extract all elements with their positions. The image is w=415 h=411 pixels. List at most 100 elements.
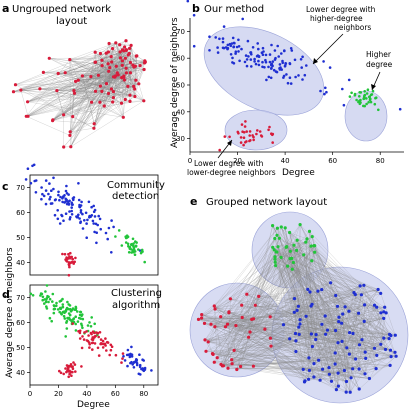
grouped-network — [196, 223, 398, 394]
edge — [365, 355, 377, 359]
annot-red-arrowhead — [227, 140, 232, 146]
red-node — [72, 91, 77, 95]
red-node — [268, 336, 272, 340]
blue-point — [56, 217, 60, 221]
edge — [70, 128, 94, 132]
edge — [342, 313, 351, 393]
red-point — [98, 331, 102, 334]
annot-green-line1: Higher — [366, 50, 392, 59]
red-point — [59, 371, 63, 375]
blue-point — [112, 225, 115, 229]
edge — [270, 285, 364, 318]
green-point — [46, 294, 49, 298]
blue-node — [393, 333, 397, 337]
edge — [275, 265, 326, 335]
edge — [215, 304, 313, 310]
blue-point — [250, 65, 253, 68]
blue-point — [58, 198, 61, 202]
edge — [214, 305, 218, 358]
blue-point — [256, 42, 260, 45]
blue-point — [323, 92, 326, 96]
blue-group-halo — [203, 26, 325, 116]
edge — [365, 358, 377, 369]
edge — [214, 305, 309, 380]
red-node — [63, 71, 67, 75]
green-point — [50, 319, 53, 323]
blue-point — [267, 75, 271, 79]
green-point — [45, 284, 49, 287]
edge — [78, 80, 114, 92]
red-node — [111, 90, 115, 94]
red-point — [85, 330, 88, 333]
red-point — [271, 141, 275, 144]
edge — [227, 231, 310, 325]
red-node — [134, 54, 138, 58]
green-point — [369, 93, 373, 97]
blue-node — [324, 332, 328, 336]
green-point — [373, 102, 377, 106]
red-point — [103, 342, 107, 346]
blue-node — [341, 312, 345, 316]
edge — [313, 344, 360, 364]
blue-point — [143, 368, 147, 371]
edge — [258, 296, 343, 315]
blue-point — [68, 210, 71, 213]
green-point — [53, 307, 57, 311]
blue-point — [61, 200, 64, 204]
edge — [321, 318, 384, 325]
blue-point — [257, 63, 261, 67]
green-point — [58, 310, 61, 314]
edge — [352, 333, 370, 379]
edge — [52, 72, 131, 121]
red-point — [91, 348, 94, 351]
green-point — [374, 96, 377, 100]
blue-point — [49, 195, 52, 199]
edge — [112, 48, 119, 75]
edge — [69, 59, 92, 77]
green-node — [279, 255, 283, 259]
green-point — [377, 108, 380, 112]
red-node — [26, 100, 30, 104]
blue-node — [353, 292, 357, 297]
edge — [294, 305, 375, 313]
blue-point — [270, 67, 273, 70]
red-node — [200, 316, 204, 320]
red-point — [267, 128, 270, 132]
y-tick-label: 30 — [176, 135, 185, 143]
red-node — [110, 60, 114, 64]
blue-node — [363, 350, 367, 354]
blue-node — [306, 287, 310, 291]
blue-point — [86, 218, 89, 222]
green-node — [290, 256, 294, 260]
red-node — [134, 78, 138, 82]
edge — [93, 46, 125, 129]
red-point — [64, 367, 67, 370]
red-node — [131, 63, 135, 67]
green-point — [88, 321, 91, 324]
blue-point — [347, 78, 351, 82]
edge — [201, 317, 252, 320]
edge — [198, 319, 265, 330]
edge — [320, 365, 391, 381]
edge — [222, 358, 356, 367]
edge — [27, 61, 96, 102]
edge — [234, 312, 295, 351]
red-point — [66, 369, 69, 373]
green-point — [348, 95, 352, 98]
edge — [297, 240, 360, 390]
red-point — [99, 338, 103, 341]
green-point — [117, 229, 121, 232]
red-node — [96, 73, 100, 77]
edge — [223, 365, 314, 378]
green-node — [277, 236, 281, 240]
green-node — [295, 238, 299, 242]
red-point — [81, 335, 84, 338]
blue-point — [288, 76, 292, 79]
red-group-halo — [224, 109, 288, 151]
blue-node — [320, 288, 324, 292]
edge — [69, 42, 116, 60]
edge — [70, 72, 118, 147]
red-node — [138, 64, 142, 68]
red-node — [115, 71, 119, 75]
